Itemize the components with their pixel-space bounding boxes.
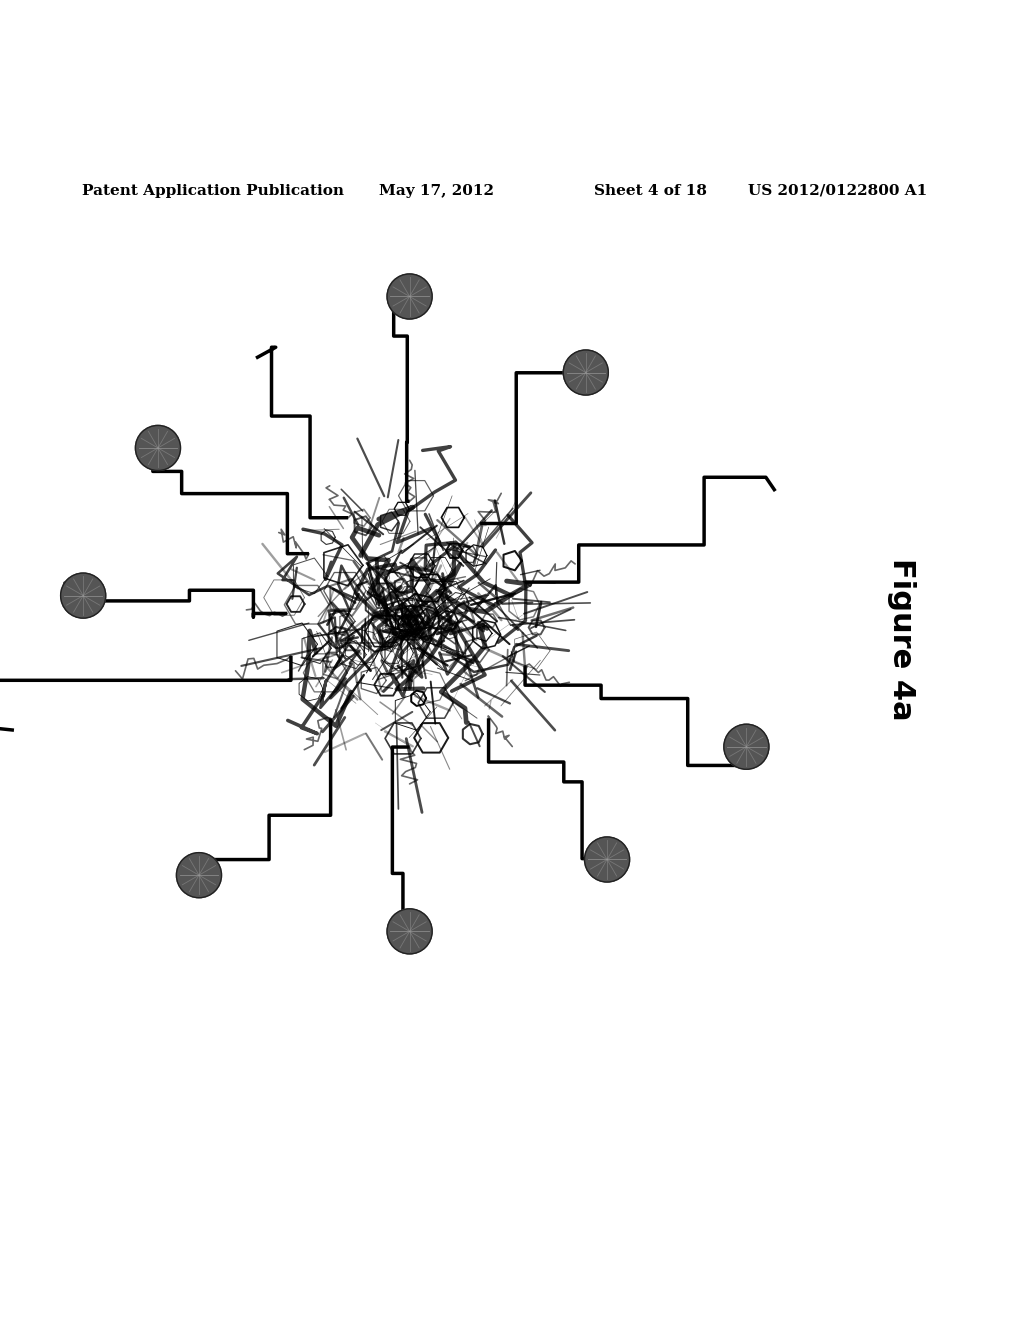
Circle shape	[563, 350, 608, 395]
Circle shape	[585, 837, 630, 882]
Text: Sheet 4 of 18: Sheet 4 of 18	[594, 183, 707, 198]
Circle shape	[387, 275, 432, 319]
Circle shape	[60, 573, 105, 618]
Text: Patent Application Publication: Patent Application Publication	[82, 183, 344, 198]
Circle shape	[724, 725, 769, 770]
Text: US 2012/0122800 A1: US 2012/0122800 A1	[748, 183, 927, 198]
Text: Figure 4a: Figure 4a	[887, 558, 915, 721]
Circle shape	[135, 425, 180, 470]
Circle shape	[387, 909, 432, 954]
Text: May 17, 2012: May 17, 2012	[379, 183, 494, 198]
Circle shape	[176, 853, 221, 898]
